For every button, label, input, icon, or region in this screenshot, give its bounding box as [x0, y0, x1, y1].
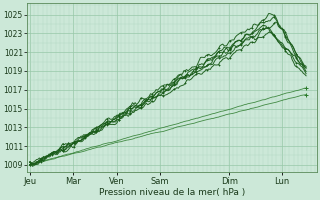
X-axis label: Pression niveau de la mer( hPa ): Pression niveau de la mer( hPa )	[99, 188, 245, 197]
